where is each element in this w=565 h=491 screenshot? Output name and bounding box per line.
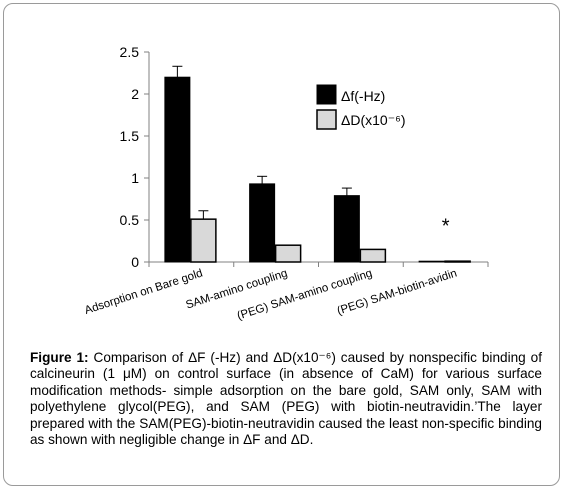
bar-delta-d — [190, 218, 217, 263]
bar-delta-f — [249, 183, 276, 263]
bar-delta-d — [359, 248, 387, 263]
y-tick-label: 1.5 — [120, 128, 140, 144]
legend: Δf(-Hz) ΔD(x10⁻⁶) — [316, 84, 406, 130]
y-tick-label: 2 — [131, 86, 139, 102]
bar-delta-d — [274, 244, 302, 263]
error-bars — [172, 65, 352, 220]
caption-label: Figure 1: — [30, 350, 89, 365]
y-tick-label: 1 — [131, 170, 139, 186]
x-category-label: Adsorption on Bare gold — [83, 267, 204, 317]
caption-text: Comparison of ΔF (-Hz) and ΔD(x10⁻⁶) cau… — [30, 350, 542, 448]
legend-swatch-delta-f — [316, 84, 337, 105]
bar-delta-f — [333, 195, 360, 263]
x-tick-marks — [148, 262, 489, 267]
figure-caption: Figure 1: Comparison of ΔF (-Hz) and ΔD(… — [30, 350, 542, 448]
bar-delta-f — [164, 76, 191, 263]
y-tick-label: 2.5 — [120, 44, 140, 60]
y-tick-labels: 0 0.5 1 1.5 2 2.5 — [120, 44, 149, 270]
bar-chart: 0 0.5 1 1.5 2 2.5 Adsorption on Bare goldSAM-… — [83, 44, 489, 323]
y-tick-label: 0 — [131, 254, 139, 270]
significance-asterisk: * — [442, 216, 450, 238]
legend-swatch-delta-d — [316, 109, 337, 130]
bar-delta-f — [418, 260, 445, 263]
bar-delta-d — [444, 260, 471, 263]
legend-label-delta-f: Δf(-Hz) — [341, 88, 385, 104]
bars — [164, 76, 471, 263]
legend-label-delta-d: ΔD(x10⁻⁶) — [341, 112, 406, 128]
x-category-label: (PEG) SAM-amino coupling — [236, 267, 374, 322]
y-tick-label: 0.5 — [120, 212, 140, 228]
